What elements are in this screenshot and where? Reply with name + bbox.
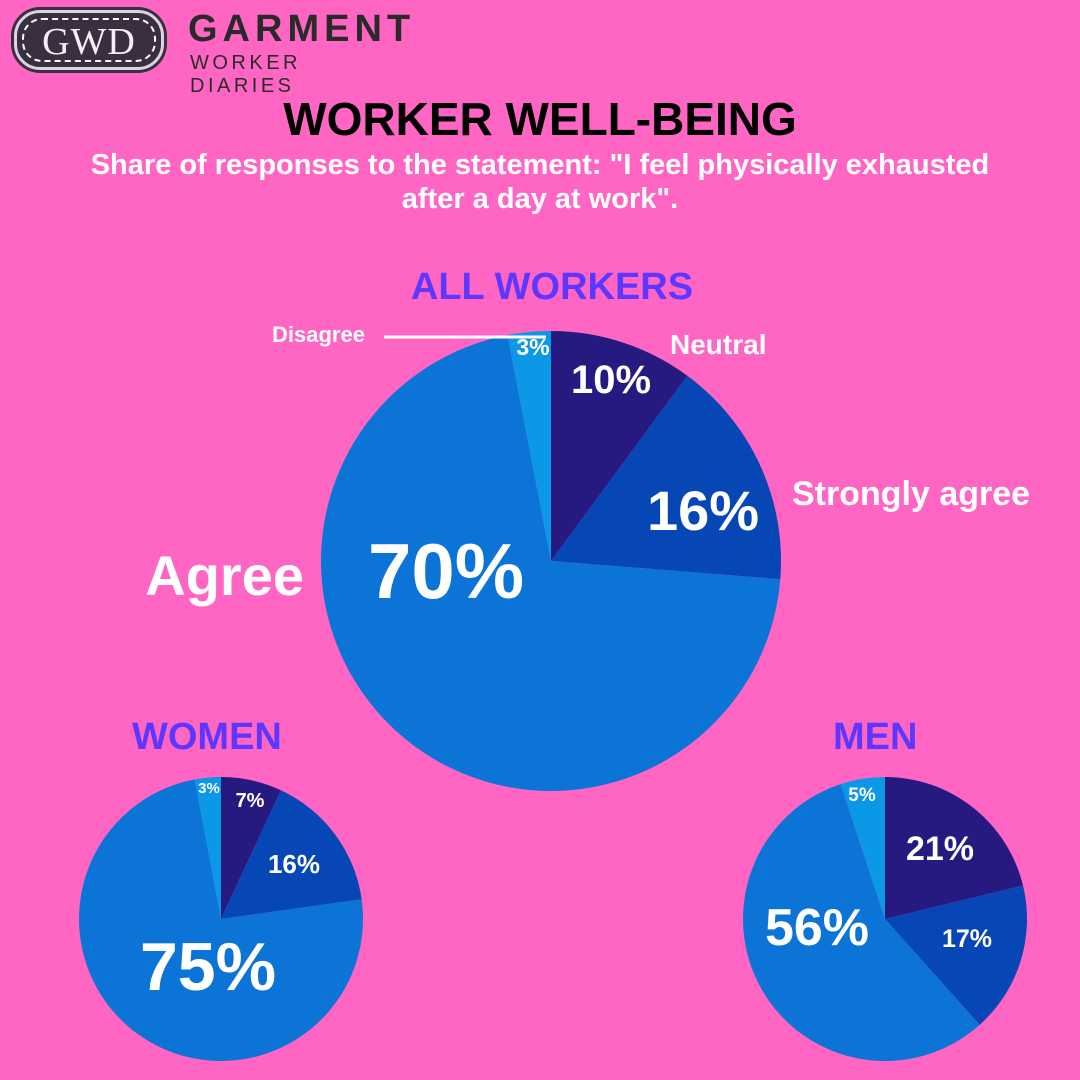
page-title: WORKER WELL-BEING (283, 93, 797, 145)
all-workers-slice-strongly-agree (551, 375, 781, 580)
men-value-label-disagree: 5% (848, 785, 876, 806)
logo-badge: GWD (14, 10, 164, 70)
men-pie: 21% 17% 56% 5% (742, 777, 1027, 1062)
men-slice-disagree (840, 777, 885, 919)
men-value-label-agree: 56% (765, 899, 869, 957)
women-slice-disagree (194, 777, 221, 919)
all-workers-heading: ALL WORKERS (410, 266, 694, 308)
brand-subname: WORKER DIARIES (190, 52, 301, 97)
women-heading: WOMEN (132, 716, 282, 758)
women-value-label-agree: 75% (140, 929, 276, 1005)
all-workers-value-label-strongly-agree: 16% (647, 479, 759, 542)
badge-stitch-border (22, 18, 156, 62)
brand-name: GARMENT (188, 8, 416, 50)
women-value-label-neutral: 7% (236, 790, 265, 812)
all-workers-value-label-agree: 70% (368, 527, 524, 615)
all-workers-slice-neutral (551, 331, 688, 561)
all-workers-category-label-neutral: Neutral (670, 329, 766, 360)
men-slice-agree (742, 784, 980, 1062)
men-value-label-neutral: 21% (906, 830, 974, 868)
women-value-label-strongly-agree: 16% (268, 849, 320, 879)
all-workers-category-label-strongly-agree: Strongly agree (792, 475, 1030, 513)
women-slice-strongly-agree (221, 790, 362, 919)
all-workers-slice-agree (320, 335, 781, 791)
all-workers-category-label-disagree: Disagree (272, 322, 365, 347)
women-value-label-disagree: 3% (198, 780, 220, 797)
all-workers-category-label-agree: Agree (145, 544, 304, 607)
women-pie: 7% 16% 75% 3% (78, 777, 363, 1061)
subtitle-line-2: after a day at work". (401, 183, 679, 215)
logo: GWD GARMENT WORKER DIARIES (10, 6, 410, 97)
all-workers-value-label-neutral: 10% (571, 358, 651, 402)
page-subtitle: Share of responses to the statement: "I … (10, 148, 1070, 216)
logo-badge-text: GWD (42, 21, 136, 63)
men-slice-strongly-agree (885, 885, 1027, 1025)
men-slice-neutral (885, 777, 1023, 919)
subtitle-line-1: Share of responses to the statement: "I … (90, 149, 990, 181)
men-heading: MEN (833, 716, 918, 758)
men-value-label-strongly-agree: 17% (942, 925, 992, 953)
women-slice-agree (78, 779, 363, 1061)
women-slice-neutral (221, 777, 281, 919)
all-workers-slice-disagree (507, 331, 551, 561)
